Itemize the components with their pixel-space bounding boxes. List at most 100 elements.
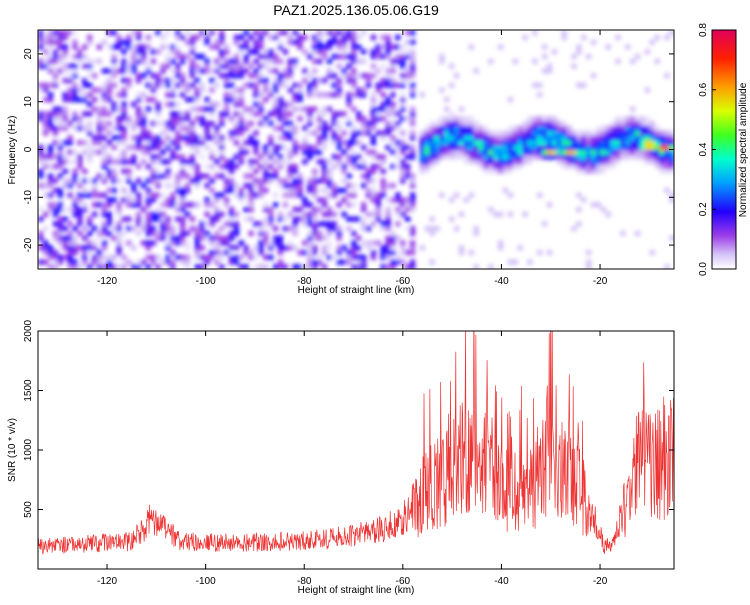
heat-cell	[419, 245, 426, 251]
heat-cell	[444, 135, 450, 141]
heat-cell	[150, 82, 157, 88]
heat-cell	[649, 120, 656, 127]
heat-cell	[228, 245, 235, 251]
heat-cell	[316, 49, 323, 55]
heat-cell	[86, 230, 93, 237]
heat-cell	[62, 216, 68, 222]
heat-cell	[424, 225, 430, 232]
heat-cell	[194, 225, 201, 232]
heat-cell	[121, 101, 127, 108]
heat-cell	[610, 163, 616, 170]
heat-cell	[287, 34, 293, 41]
colorbar-tick-label: 0.8	[698, 23, 709, 37]
heat-cell	[42, 249, 49, 256]
heat-cell	[468, 154, 475, 160]
heat-cell	[492, 159, 499, 165]
heat-cell	[395, 120, 401, 127]
heat-cell	[444, 154, 450, 160]
heat-cell	[365, 120, 372, 127]
heat-cell	[566, 144, 572, 151]
heat-cell	[331, 130, 338, 136]
heat-cell	[150, 197, 157, 203]
heat-cell	[409, 144, 416, 151]
heat-cell	[356, 87, 362, 93]
heat-cell	[307, 216, 313, 222]
heat-cell	[566, 163, 572, 170]
heat-cell	[77, 87, 83, 93]
heat-cell	[199, 106, 205, 112]
heat-cell	[194, 245, 201, 251]
heat-cell	[111, 68, 117, 74]
heat-cell	[204, 96, 210, 103]
heat-cell	[233, 245, 240, 251]
heat-cell	[155, 111, 161, 117]
heat-cell	[297, 96, 303, 103]
heat-cell	[62, 206, 68, 213]
heat-cell	[576, 130, 582, 136]
heat-cell	[194, 240, 201, 246]
heat-cell	[170, 68, 176, 74]
heat-cell	[463, 139, 470, 146]
heat-cell	[267, 139, 274, 146]
heat-cell	[145, 82, 152, 88]
heat-cell	[160, 211, 166, 218]
heat-cell	[38, 34, 44, 41]
heat-cell	[77, 192, 83, 198]
heat-cell	[67, 245, 73, 251]
heat-cell	[336, 92, 342, 98]
heat-cell	[590, 39, 597, 45]
heat-cell	[38, 30, 44, 36]
heat-cell	[439, 149, 445, 155]
heat-cell	[277, 96, 284, 103]
heat-cell	[326, 182, 333, 189]
heat-cell	[625, 44, 631, 50]
heat-cell	[297, 178, 303, 184]
heat-cell	[86, 144, 93, 151]
heat-cell	[82, 178, 88, 184]
heat-cell	[243, 125, 249, 131]
heat-cell	[155, 206, 161, 213]
heat-cell	[404, 53, 411, 60]
heat-cell	[272, 225, 279, 232]
heat-cell	[174, 254, 181, 261]
heat-cell	[91, 149, 98, 155]
heat-cell	[439, 135, 445, 141]
heat-cell	[458, 245, 465, 251]
heat-cell	[664, 264, 670, 269]
heat-cell	[135, 120, 142, 127]
heat-cell	[302, 135, 308, 141]
heat-cell	[243, 264, 249, 269]
heat-cell	[478, 144, 484, 151]
heat-cell	[400, 82, 406, 88]
heat-cell	[228, 221, 235, 227]
heat-cell	[424, 139, 430, 146]
heat-cell	[336, 235, 342, 241]
heat-cell	[150, 192, 157, 198]
heat-cell	[468, 249, 475, 256]
heat-cell	[507, 139, 514, 146]
heat-cell	[307, 106, 313, 112]
heat-cell	[468, 116, 475, 122]
heat-cell	[380, 159, 386, 165]
heat-cell	[106, 130, 112, 136]
heat-cell	[179, 111, 186, 117]
colorbar-tick-label: 0.2	[698, 202, 709, 216]
heat-cell	[86, 39, 93, 45]
heat-cell	[644, 149, 651, 155]
snr-xtick-label: -80	[297, 576, 312, 587]
heat-cell	[287, 63, 293, 69]
heat-cell	[311, 106, 318, 112]
heat-cell	[96, 87, 103, 93]
heat-cell	[321, 211, 328, 218]
heat-cell	[625, 125, 631, 131]
heat-cell	[644, 130, 651, 136]
heat-cell	[307, 154, 313, 160]
heat-cell	[194, 149, 201, 155]
heat-cell	[165, 125, 171, 131]
heat-cell	[590, 168, 597, 174]
heat-cell	[527, 120, 533, 127]
heat-cell	[272, 106, 279, 112]
heat-cell	[77, 120, 83, 127]
heat-cell	[121, 87, 127, 93]
